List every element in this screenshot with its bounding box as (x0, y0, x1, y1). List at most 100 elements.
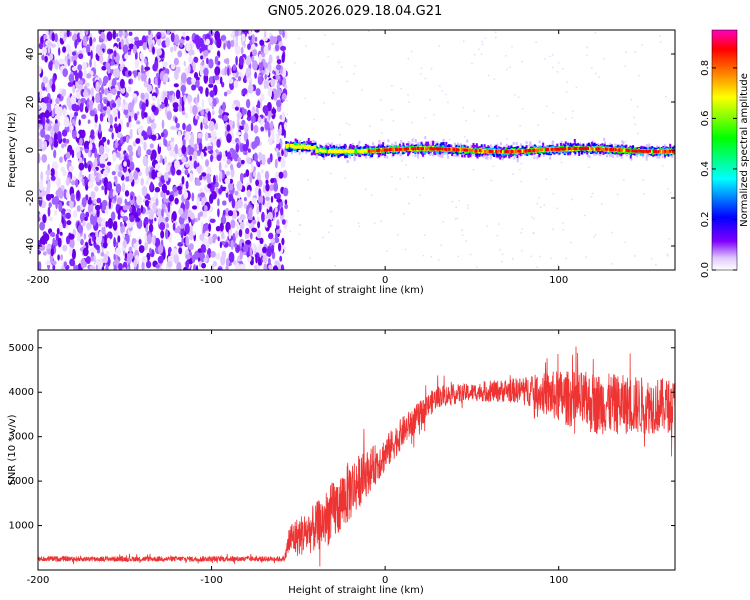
signal-cell (323, 152, 326, 156)
signal-cell (430, 140, 433, 144)
signal-cell (386, 155, 389, 159)
noise-blob (144, 57, 147, 64)
speckle (546, 105, 548, 107)
noise-blob (87, 119, 91, 124)
noise-blob (103, 254, 109, 264)
noise-blob (88, 196, 92, 205)
noise-blob (152, 63, 158, 72)
noise-blob (174, 159, 180, 170)
signal-cell (425, 141, 428, 145)
signal-cell (490, 144, 492, 148)
noise-blob (225, 170, 231, 176)
speckle (300, 158, 302, 160)
noise-blob (201, 172, 207, 177)
noise-blob (140, 135, 144, 145)
noise-blob (143, 112, 148, 118)
noise-blob (276, 82, 280, 92)
noise-blob (104, 141, 108, 150)
noise-blob (85, 82, 90, 87)
noise-blob (209, 218, 216, 223)
noise-blob (144, 199, 150, 207)
signal-cell (380, 144, 383, 148)
signal-cell (408, 142, 411, 146)
noise-blob (184, 199, 190, 210)
noise-blob (135, 138, 141, 144)
speckle (566, 81, 568, 83)
noise-blob (215, 174, 219, 184)
noise-blob (263, 45, 269, 55)
noise-blob (257, 244, 263, 255)
noise-blob (196, 198, 200, 209)
noise-blob (186, 76, 193, 85)
signal-cell (357, 143, 360, 147)
signal-cell (521, 153, 523, 156)
signal-cell (626, 153, 628, 157)
noise-blob (271, 108, 277, 115)
speckle (520, 180, 522, 183)
noise-blob (115, 126, 119, 134)
noise-blob (245, 227, 250, 235)
noise-blob (257, 76, 263, 85)
noise-blob (169, 93, 173, 103)
signal-cell (588, 155, 591, 159)
noise-blob (254, 36, 258, 42)
speckle (633, 116, 635, 119)
noise-blob (51, 83, 56, 93)
noise-blob (216, 138, 221, 148)
signal-cell (599, 151, 602, 154)
signal-cell (516, 157, 519, 161)
speckle (593, 236, 595, 238)
signal-cell (646, 145, 649, 149)
noise-blob (148, 209, 154, 220)
noise-blob (160, 230, 165, 239)
speckle (340, 66, 343, 69)
noise-blob (54, 119, 58, 125)
signal-cell (380, 146, 382, 150)
noise-blob (278, 262, 281, 270)
noise-blob (65, 44, 71, 53)
noise-blob (76, 133, 80, 139)
signal-cell (327, 142, 330, 146)
noise-blob (205, 87, 209, 97)
noise-blob (41, 54, 45, 61)
signal-cell (442, 142, 445, 145)
signal-cell (573, 139, 576, 142)
noise-blob (281, 149, 284, 156)
speckle (603, 57, 605, 60)
signal-cell (578, 153, 581, 156)
noise-blob (264, 121, 270, 131)
noise-blob (265, 179, 269, 185)
noise-blob (151, 95, 157, 101)
noise-blob (126, 122, 130, 128)
signal-cell (652, 153, 655, 157)
noise-blob (241, 242, 245, 248)
noise-blob (250, 115, 256, 124)
speckle (560, 161, 563, 164)
noise-blob (46, 83, 50, 93)
signal-cell (314, 142, 317, 146)
noise-blob (257, 229, 261, 239)
noise-blob (42, 251, 47, 256)
noise-blob (46, 174, 50, 182)
speckle (512, 258, 514, 260)
noise-blob (270, 195, 274, 203)
noise-blob (252, 170, 256, 177)
noise-blob (45, 193, 52, 201)
signal-cell (314, 141, 317, 144)
noise-blob (250, 122, 254, 132)
noise-blob (85, 30, 89, 36)
signal-cell (413, 144, 416, 148)
noise-blob (95, 81, 100, 92)
noise-blob (264, 107, 269, 117)
noise-blob (174, 143, 178, 155)
noise-blob (56, 106, 63, 117)
noise-blob (50, 248, 54, 257)
noise-blob (128, 246, 133, 253)
signal-cell (473, 152, 476, 156)
noise-blob (90, 191, 96, 199)
noise-blob (263, 62, 269, 69)
noise-blob (200, 244, 206, 253)
noise-blob (184, 187, 187, 196)
noise-blob (262, 37, 268, 42)
noise-blob (78, 70, 83, 79)
